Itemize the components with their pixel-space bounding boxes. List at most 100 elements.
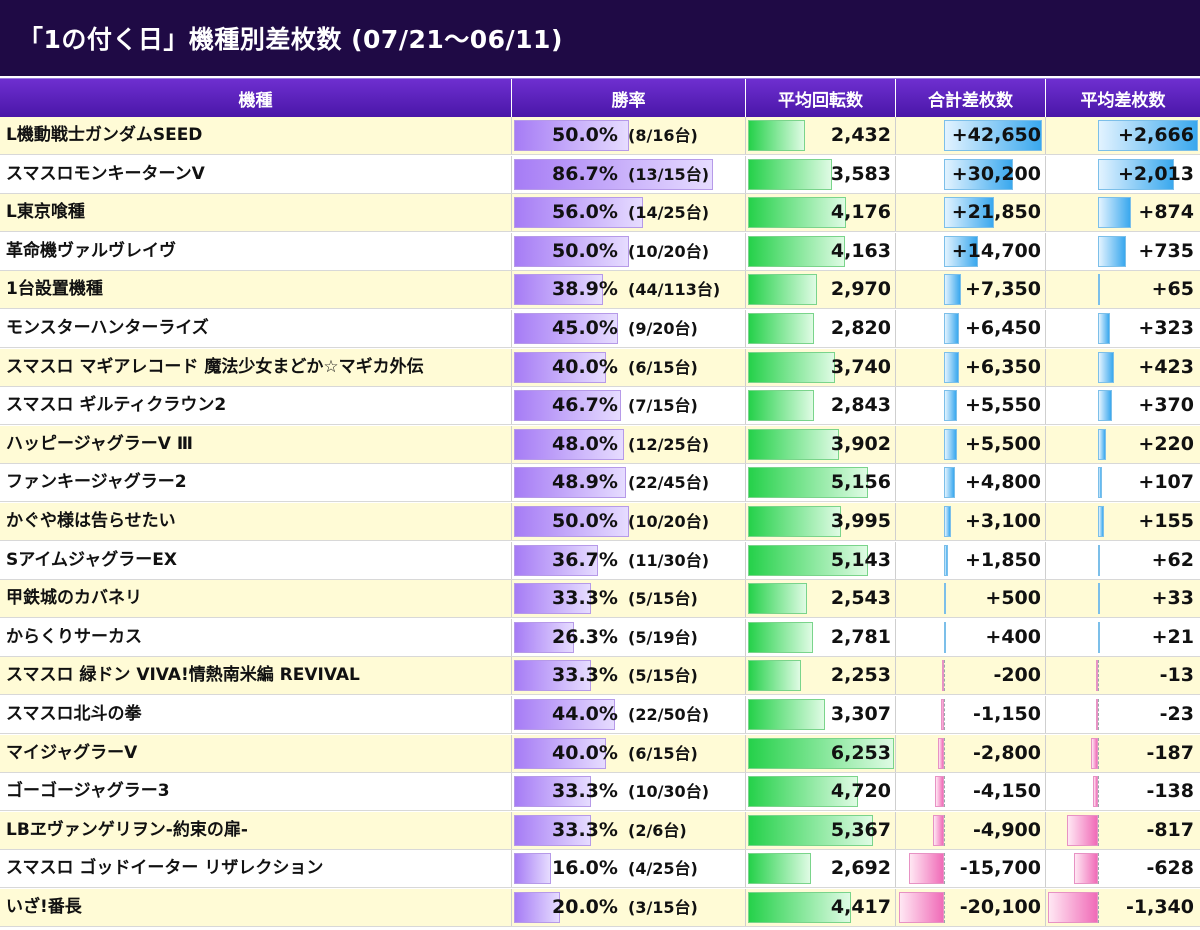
avg-spins-value: 6,253 bbox=[830, 741, 891, 764]
win-count: (3/15台) bbox=[628, 898, 698, 917]
rate-cell: 48.0% (12/25台) bbox=[512, 425, 746, 463]
avg-spins-bar bbox=[748, 892, 851, 923]
total-diff-bar bbox=[944, 506, 951, 537]
avg-diff-value: +62 bbox=[1151, 548, 1194, 571]
avg-diff-bar bbox=[1074, 853, 1098, 885]
win-count: (7/15台) bbox=[628, 396, 698, 416]
total-diff-bar bbox=[942, 660, 944, 692]
rate-cell: 26.3% (5/19台) bbox=[512, 618, 746, 656]
win-count: (2/6台) bbox=[628, 820, 687, 840]
total-diff-value: +4,800 bbox=[964, 471, 1041, 494]
avg-spins-value: 2,692 bbox=[830, 857, 891, 880]
table-row: からくりサーカス 26.3% (5/19台) 2,781 +400 +21 bbox=[0, 618, 1200, 657]
machine-name: スマスロ 緑ドン VIVA!情熱南米編 REVIVAL bbox=[6, 665, 360, 686]
win-rate-bar bbox=[514, 699, 615, 730]
win-rate-bar bbox=[514, 737, 606, 769]
name-cell: いざ!番長 bbox=[0, 889, 512, 926]
total-diff-zero-line bbox=[944, 699, 945, 730]
avg-diff-bar bbox=[1098, 583, 1100, 615]
avg-diff-zero-line bbox=[1098, 776, 1099, 808]
avg-spins-bar bbox=[748, 390, 814, 422]
total-cell: +30,200 bbox=[896, 155, 1046, 193]
spins-cell: 2,692 bbox=[746, 850, 896, 888]
avg-spins-value: 3,740 bbox=[830, 355, 891, 378]
page-title: 「1の付く日」機種別差枚数 (07/21〜06/11) bbox=[0, 0, 1200, 76]
win-count: (44/113台) bbox=[628, 280, 721, 300]
avg-cell: +323 bbox=[1046, 310, 1200, 347]
avg-diff-bar bbox=[1091, 737, 1098, 769]
header-machine: 機種 bbox=[0, 79, 512, 117]
total-diff-value: +42,650 bbox=[951, 124, 1041, 146]
win-count: (22/45台) bbox=[628, 473, 710, 493]
machine-name: LBヱヴァンゲリヲン-約束の扉- bbox=[6, 819, 248, 840]
avg-diff-bar bbox=[1098, 197, 1131, 229]
total-diff-value: -20,100 bbox=[959, 896, 1041, 918]
avg-spins-bar bbox=[748, 351, 835, 383]
rate-cell: 16.0% (4/25台) bbox=[512, 850, 746, 888]
win-count: (5/19台) bbox=[628, 627, 698, 647]
spins-cell: 2,253 bbox=[746, 657, 896, 695]
name-cell: ゴーゴージャグラー3 bbox=[0, 773, 512, 811]
win-rate-bar bbox=[514, 313, 618, 344]
avg-spins-bar bbox=[748, 506, 841, 537]
avg-diff-value: -628 bbox=[1146, 857, 1194, 880]
total-diff-value: -200 bbox=[993, 664, 1041, 687]
win-rate-bar bbox=[514, 583, 591, 615]
avg-spins-value: 2,432 bbox=[830, 124, 891, 146]
total-diff-bar bbox=[944, 120, 1042, 151]
spins-cell: 3,307 bbox=[746, 696, 896, 733]
avg-diff-zero-line bbox=[1098, 737, 1099, 769]
avg-spins-bar bbox=[748, 313, 814, 344]
win-rate-percent: 16.0% bbox=[552, 857, 618, 880]
name-cell: スマスロ北斗の拳 bbox=[0, 696, 512, 733]
table-row: ハッピージャグラーV Ⅲ 48.0% (12/25台) 3,902 +5,500 +220 bbox=[0, 425, 1200, 464]
total-diff-value: -4,900 bbox=[973, 818, 1041, 841]
win-count: (10/20台) bbox=[628, 512, 710, 531]
header-win-rate: 勝率 bbox=[512, 79, 746, 117]
total-cell: +5,550 bbox=[896, 387, 1046, 425]
avg-spins-value: 2,843 bbox=[830, 394, 891, 417]
rate-cell: 33.3% (2/6台) bbox=[512, 811, 746, 849]
table-row: L東京喰種 56.0% (14/25台) 4,176 +21,850 +874 bbox=[0, 194, 1200, 233]
rate-cell: 33.3% (10/30台) bbox=[512, 773, 746, 811]
spins-cell: 3,740 bbox=[746, 348, 896, 386]
avg-spins-value: 5,367 bbox=[830, 818, 891, 841]
spins-cell: 5,156 bbox=[746, 464, 896, 502]
machine-name: ハッピージャグラーV Ⅲ bbox=[6, 433, 193, 454]
table-row: L機動戦士ガンダムSEED 50.0% (8/16台) 2,432 +42,650 +2,… bbox=[0, 117, 1200, 155]
total-diff-bar bbox=[935, 776, 944, 808]
win-rate-percent: 46.7% bbox=[552, 394, 618, 417]
win-rate-percent: 33.3% bbox=[552, 587, 618, 610]
total-cell: +1,850 bbox=[896, 541, 1046, 579]
table-header: 機種 勝率 平均回転数 合計差枚数 平均差枚数 bbox=[0, 78, 1200, 117]
win-rate-bar bbox=[514, 274, 603, 306]
machine-name: SアイムジャグラーEX bbox=[6, 549, 177, 570]
win-count: (13/15台) bbox=[628, 164, 710, 184]
avg-spins-bar bbox=[748, 776, 858, 808]
table-row: スマスロ ゴッドイーター リザレクション 16.0% (4/25台) 2,692 -15… bbox=[0, 850, 1200, 889]
avg-cell: +65 bbox=[1046, 271, 1200, 308]
name-cell: マイジャグラーV bbox=[0, 734, 512, 772]
avg-diff-bar bbox=[1098, 428, 1106, 460]
avg-diff-zero-line bbox=[1098, 699, 1099, 730]
total-diff-zero-line bbox=[944, 737, 945, 769]
table-row: スマスロ マギアレコード 魔法少女まどか☆マギカ外伝 40.0% (6/15台) 3,… bbox=[0, 348, 1200, 387]
total-cell: +5,500 bbox=[896, 425, 1046, 463]
name-cell: スマスロ マギアレコード 魔法少女まどか☆マギカ外伝 bbox=[0, 348, 512, 386]
avg-cell: +21 bbox=[1046, 619, 1200, 656]
rate-cell: 50.0% (8/16台) bbox=[512, 117, 746, 154]
total-diff-zero-line bbox=[944, 660, 945, 692]
total-diff-value: +5,500 bbox=[964, 432, 1041, 455]
name-cell: SアイムジャグラーEX bbox=[0, 541, 512, 579]
rate-cell: 38.9% (44/113台) bbox=[512, 271, 746, 309]
total-diff-bar bbox=[944, 274, 961, 306]
table-row: スマスロ 緑ドン VIVA!情熱南米編 REVIVAL 33.3% (5/15台) 2… bbox=[0, 657, 1200, 696]
total-diff-bar bbox=[899, 892, 944, 923]
rate-cell: 33.3% (5/15台) bbox=[512, 580, 746, 618]
machine-name: モンスターハンターライズ bbox=[6, 318, 209, 338]
total-diff-bar bbox=[944, 158, 1013, 190]
table-row: 革命機ヴァルヴレイヴ 50.0% (10/20台) 4,163 +14,700 +735 bbox=[0, 232, 1200, 271]
win-rate-bar bbox=[514, 814, 591, 846]
avg-diff-bar bbox=[1096, 660, 1098, 692]
win-rate-percent: 33.3% bbox=[552, 664, 618, 687]
